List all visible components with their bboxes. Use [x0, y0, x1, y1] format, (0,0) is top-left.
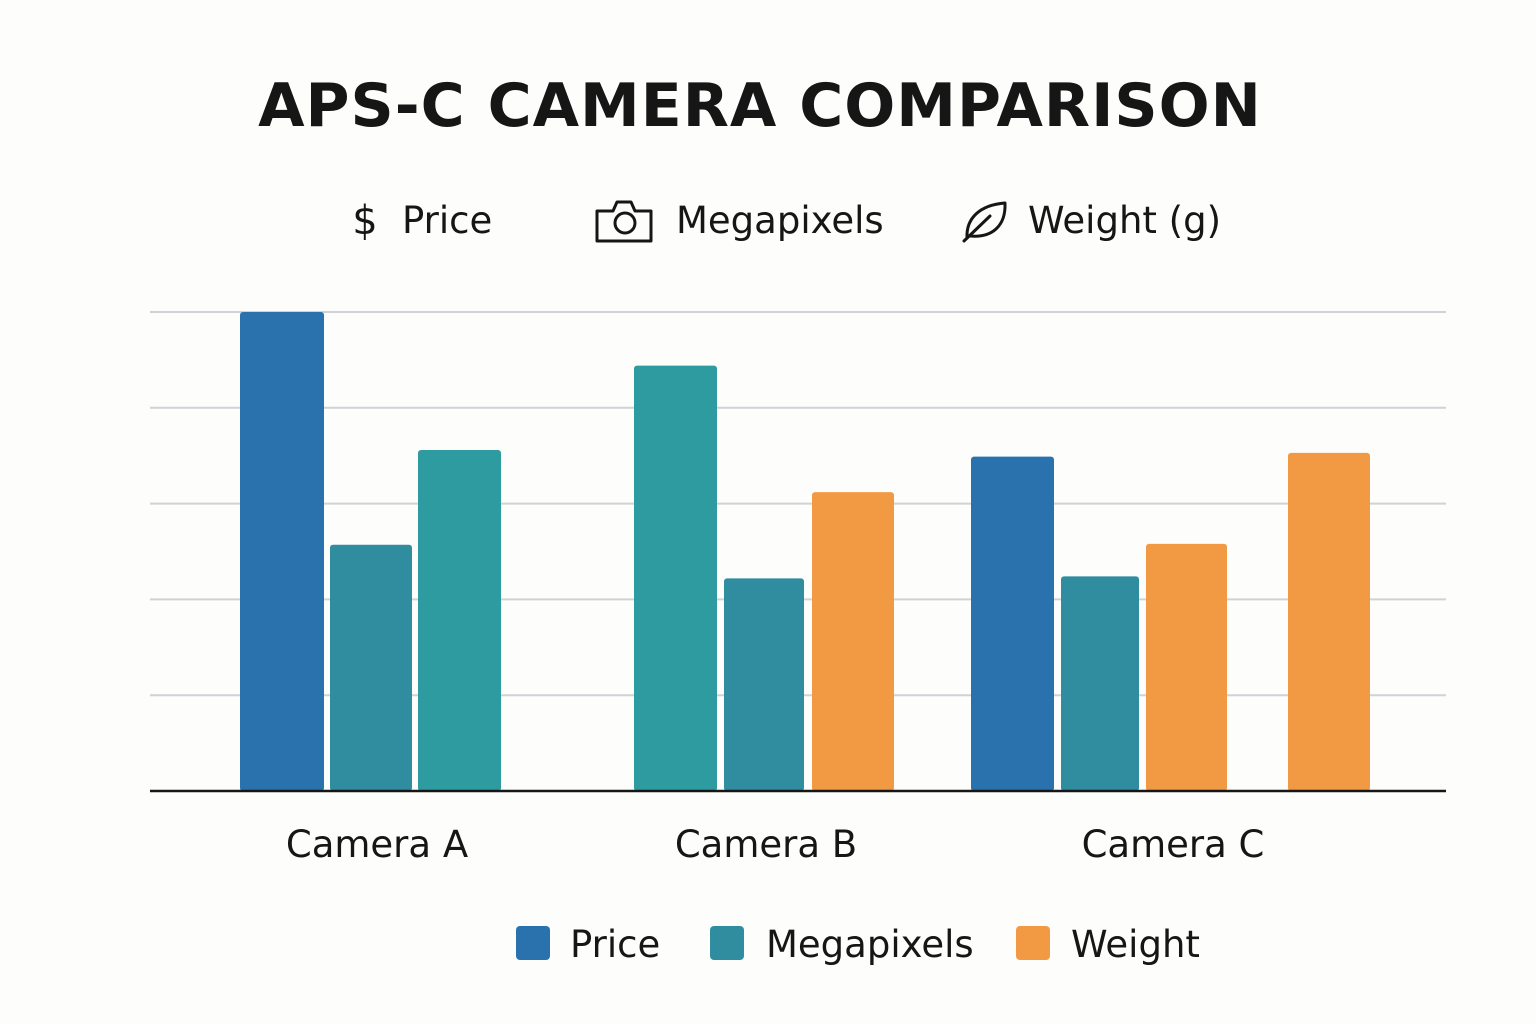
header-label-megapixels: Megapixels — [676, 199, 884, 242]
bar-camera-c-4 — [1288, 452, 1370, 791]
legend-label-price: Price — [570, 923, 660, 966]
legend-label-weight: Weight — [1071, 923, 1200, 966]
legend-swatch-megapixels — [710, 926, 744, 960]
bar-camera-c-3 — [1146, 543, 1227, 791]
legend-swatch-weight — [1016, 926, 1050, 960]
header-label-price: Price — [402, 199, 492, 242]
bar-camera-a-2 — [330, 544, 412, 791]
legend-swatch-price — [516, 926, 550, 960]
bar-camera-b-1 — [634, 365, 717, 791]
bar-series — [240, 312, 1370, 791]
category-label: Camera A — [286, 823, 468, 866]
header-label-weight: Weight (g) — [1028, 199, 1221, 242]
bar-camera-b-3 — [812, 492, 894, 791]
legend: Price Megapixels Weight — [516, 923, 1200, 966]
category-labels: Camera A Camera B Camera C — [286, 823, 1265, 866]
bar-camera-b-2 — [724, 578, 804, 791]
metric-header: $ Price Megapixels Weight (g) — [352, 198, 1221, 244]
category-label: Camera C — [1082, 823, 1265, 866]
bar-camera-c-2 — [1061, 576, 1139, 791]
chart-title: APS-C CAMERA COMPARISON — [258, 71, 1262, 141]
camera-icon — [595, 200, 653, 243]
bar-camera-c-1 — [971, 456, 1054, 791]
dollar-icon: $ — [352, 198, 377, 244]
leaf-icon — [962, 201, 1007, 243]
bar-camera-a-3 — [418, 449, 501, 791]
category-label: Camera B — [675, 823, 857, 866]
bar-camera-a-1 — [240, 312, 324, 791]
legend-label-megapixels: Megapixels — [766, 923, 974, 966]
